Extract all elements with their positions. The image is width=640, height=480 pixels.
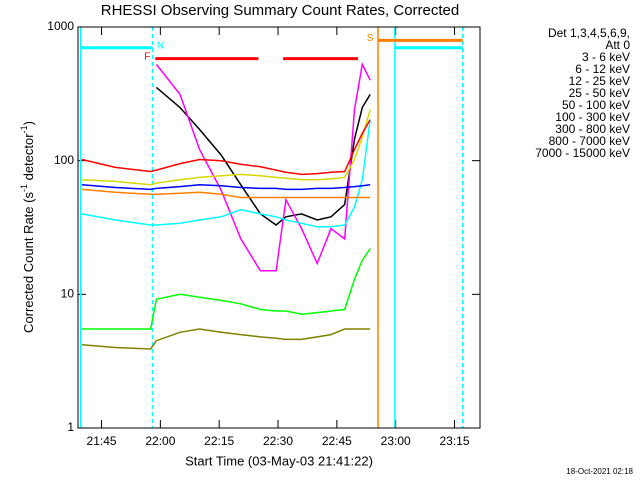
x-tick-label: 23:15 [439, 434, 469, 448]
y-label-part: Corrected Count Rate (s [21, 192, 36, 333]
x-axis-label: Start Time (03-May-03 21:41:22) [185, 453, 373, 468]
y-label-part: detector [21, 133, 36, 184]
legend-entry: 3 - 6 keV [582, 50, 630, 64]
y-tick-label: 100 [54, 153, 74, 167]
y-tick-label: 1000 [47, 19, 74, 33]
flag-label: F [144, 51, 150, 62]
series-line [81, 119, 371, 176]
legend-title: Att 0 [605, 38, 630, 52]
legend-title: Det 1,3,4,5,6,9, [548, 26, 630, 40]
y-label-part: -1 [19, 125, 29, 133]
footer: 18-Oct-2021 02:18 [566, 467, 633, 476]
x-tick-label: 22:45 [322, 434, 352, 448]
legend-entry: 7000 - 15000 keV [535, 146, 630, 160]
series-line [155, 62, 371, 272]
y-axis-label: Corrected Count Rate (s-1 detector-1) [19, 121, 36, 333]
x-tick-label: 22:15 [204, 434, 234, 448]
series-line [81, 188, 371, 199]
series-line [81, 184, 371, 191]
flag-label: N [157, 40, 164, 51]
x-tick-label: 21:45 [87, 434, 117, 448]
x-tick-label: 22:00 [145, 434, 175, 448]
legend-entry: 800 - 7000 keV [549, 134, 630, 148]
legend-entry: 50 - 100 keV [562, 98, 630, 112]
legend-entry: 25 - 50 keV [569, 86, 630, 100]
series-line [81, 109, 371, 186]
legend-entry: 100 - 300 keV [555, 110, 630, 124]
x-tick-label: 23:00 [381, 434, 411, 448]
y-tick-label: 10 [61, 287, 75, 301]
legend-entry: 300 - 800 keV [555, 122, 630, 136]
legend-entry: 6 - 12 keV [575, 62, 630, 76]
flag-label: S [367, 33, 374, 44]
legend-entry: 12 - 25 keV [569, 74, 630, 88]
series-line [81, 328, 371, 350]
y-label-part: -1 [19, 184, 29, 192]
chart-title: RHESSI Observing Summary Count Rates, Co… [101, 2, 459, 19]
series-line [81, 248, 371, 330]
y-tick-label: 1 [67, 420, 74, 434]
y-label-part: ) [21, 121, 36, 125]
series-line [81, 119, 371, 228]
plot-frame [77, 26, 481, 429]
x-tick-label: 22:30 [263, 434, 293, 448]
